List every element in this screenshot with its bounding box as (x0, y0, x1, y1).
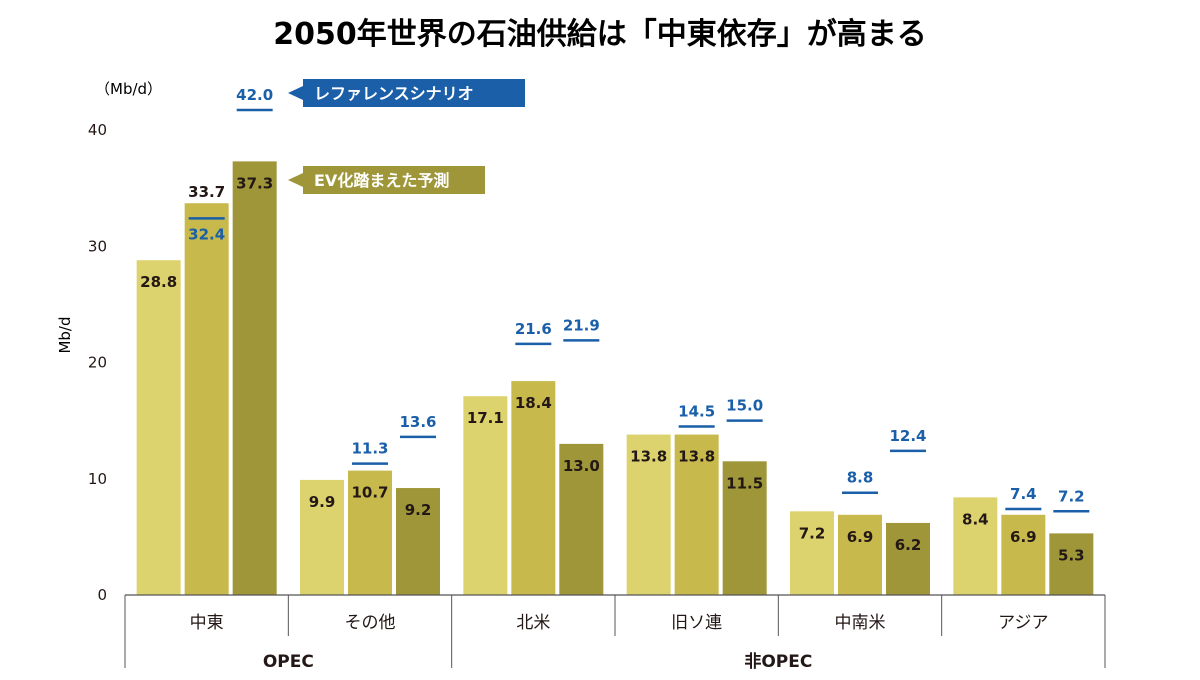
legend-pointer (288, 173, 303, 187)
legend-label: EV化踏まえた予測 (314, 171, 449, 190)
legend: レファレンスシナリオ EV化踏まえた予測 (288, 79, 525, 194)
reference-value-label: 32.4 (188, 225, 225, 243)
bar-その他-0 (300, 479, 344, 595)
bar-value-label: 13.8 (678, 448, 715, 466)
bar-value-label: 6.2 (895, 536, 922, 554)
category-label: アジア (998, 613, 1048, 633)
bar-value-label: 17.1 (467, 409, 504, 427)
y-axis-label: Mb/d (56, 316, 74, 353)
y-tick-label: 0 (97, 586, 107, 604)
bar-value-label: 6.9 (847, 528, 874, 546)
y-axis: 0 10 20 30 40 (88, 121, 107, 604)
bar-value-label: 37.3 (236, 174, 273, 192)
group-label: 非OPEC (744, 651, 812, 672)
bar-value-label: 13.8 (630, 448, 667, 466)
bar-中南米-0 (790, 511, 834, 595)
bar-旧ソ連-0 (626, 434, 671, 595)
bar-中南米-1 (838, 514, 882, 595)
bar-中東-2 (232, 161, 277, 595)
bar-中東-1 (184, 203, 229, 596)
chart-title: 2050年世界の石油供給は「中東依存」が高まる (273, 17, 927, 52)
bar-value-label: 10.7 (351, 484, 388, 502)
legend-pointer (288, 86, 303, 100)
bar-その他-2 (396, 488, 440, 595)
bar-value-label: 9.2 (405, 501, 432, 519)
bar-value-label: 8.4 (962, 510, 989, 528)
bar-アジア-0 (953, 497, 998, 595)
legend-box (303, 79, 525, 107)
bar-旧ソ連-1 (674, 434, 719, 595)
bar-北米-2 (559, 443, 604, 595)
bar-その他-1 (348, 470, 392, 595)
y-tick-label: 40 (88, 121, 107, 139)
legend-box (303, 166, 485, 194)
bar-アジア-2 (1049, 533, 1094, 595)
reference-value-label: 15.0 (726, 397, 763, 415)
bar-value-label: 9.9 (309, 493, 336, 511)
bars: 28.8 9.9 17.1 13.8 7.2 8.4 33.7 10.7 18.4 13.8 6.9… (136, 161, 1094, 596)
reference-value-label: 7.2 (1058, 487, 1085, 505)
y-tick-label: 20 (88, 354, 107, 372)
y-tick-label: 30 (88, 237, 107, 255)
bar-value-label: 33.7 (188, 183, 225, 201)
bar-value-label: 28.8 (140, 273, 177, 291)
category-label: 旧ソ連 (671, 613, 722, 633)
bar-中南米-2 (886, 522, 930, 595)
bar-旧ソ連-2 (722, 461, 767, 595)
bar-value-label: 5.3 (1058, 546, 1085, 564)
bar-value-label: 18.4 (515, 394, 552, 412)
x-axis: 中東 その他 北米 旧ソ連 中南米 アジア OPEC 非OPEC (124, 594, 1106, 672)
reference-value-label: 7.4 (1010, 485, 1037, 503)
bar-value-label: 7.2 (799, 524, 826, 542)
y-tick-label: 10 (88, 470, 107, 488)
category-label: 中南米 (835, 613, 886, 633)
bar-アジア-1 (1001, 514, 1046, 595)
reference-value-label: 21.9 (563, 316, 600, 334)
bar-北米-0 (463, 396, 508, 595)
category-label: 北米 (516, 613, 550, 633)
reference-value-label: 14.5 (678, 402, 715, 420)
category-label: その他 (345, 613, 396, 633)
legend-label: レファレンスシナリオ (314, 84, 474, 103)
reference-value-label: 42.0 (236, 86, 273, 104)
bar-value-label: 6.9 (1010, 528, 1037, 546)
reference-value-label: 11.3 (351, 440, 388, 458)
reference-value-label: 12.4 (889, 427, 926, 445)
bar-value-label: 11.5 (726, 474, 763, 492)
bar-北米-1 (511, 381, 556, 595)
group-label: OPEC (263, 652, 314, 672)
reference-value-label: 8.8 (847, 469, 874, 487)
category-label: 中東 (190, 613, 224, 633)
bar-value-label: 13.0 (563, 457, 600, 475)
reference-value-label: 21.6 (515, 320, 552, 338)
bar-中東-0 (136, 260, 181, 595)
reference-value-label: 13.6 (399, 413, 436, 431)
unit-label: （Mb/d） (95, 80, 162, 98)
reference-markers: 32.4 42.0 11.3 13.6 21.6 21.9 14.5 15.0 8.8 12.4 7… (188, 86, 1090, 513)
